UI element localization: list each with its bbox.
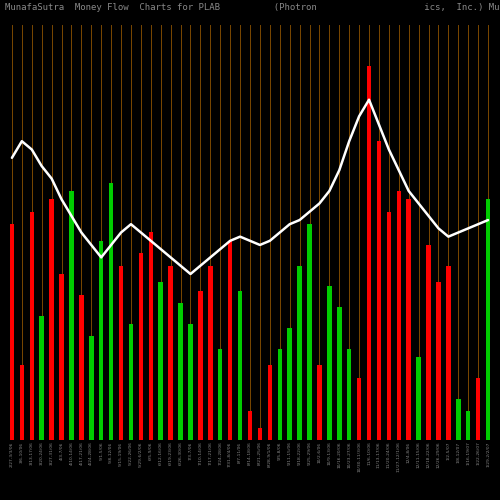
Bar (386, 212, 391, 440)
Bar (148, 232, 153, 440)
Bar (119, 266, 124, 440)
Bar (298, 266, 302, 440)
Bar (10, 224, 14, 440)
Bar (158, 282, 163, 440)
Bar (198, 290, 202, 440)
Bar (327, 286, 332, 440)
Bar (436, 282, 440, 440)
Bar (168, 266, 173, 440)
Bar (376, 141, 381, 440)
Bar (278, 348, 282, 440)
Bar (89, 336, 94, 440)
Bar (248, 411, 252, 440)
Bar (367, 66, 372, 440)
Bar (446, 266, 450, 440)
Bar (288, 328, 292, 440)
Bar (238, 290, 242, 440)
Bar (258, 428, 262, 440)
Bar (486, 200, 490, 440)
Bar (396, 191, 401, 440)
Bar (109, 182, 114, 440)
Text: MunafaSutra  Money Flow  Charts for PLAB          (Photron                    ic: MunafaSutra Money Flow Charts for PLAB (… (5, 2, 500, 12)
Bar (178, 303, 183, 440)
Bar (337, 307, 342, 440)
Bar (268, 366, 272, 440)
Bar (308, 224, 312, 440)
Bar (406, 200, 411, 440)
Bar (99, 241, 103, 440)
Bar (466, 411, 470, 440)
Bar (138, 253, 143, 440)
Bar (30, 212, 34, 440)
Bar (357, 378, 362, 440)
Bar (128, 324, 133, 440)
Bar (218, 348, 222, 440)
Bar (40, 316, 44, 440)
Bar (60, 274, 64, 440)
Bar (20, 366, 24, 440)
Bar (456, 398, 460, 440)
Bar (50, 200, 54, 440)
Bar (69, 191, 73, 440)
Bar (317, 366, 322, 440)
Bar (416, 357, 421, 440)
Bar (476, 378, 480, 440)
Bar (347, 348, 352, 440)
Bar (79, 294, 84, 440)
Bar (208, 266, 212, 440)
Bar (426, 245, 431, 440)
Bar (228, 241, 232, 440)
Bar (188, 324, 192, 440)
